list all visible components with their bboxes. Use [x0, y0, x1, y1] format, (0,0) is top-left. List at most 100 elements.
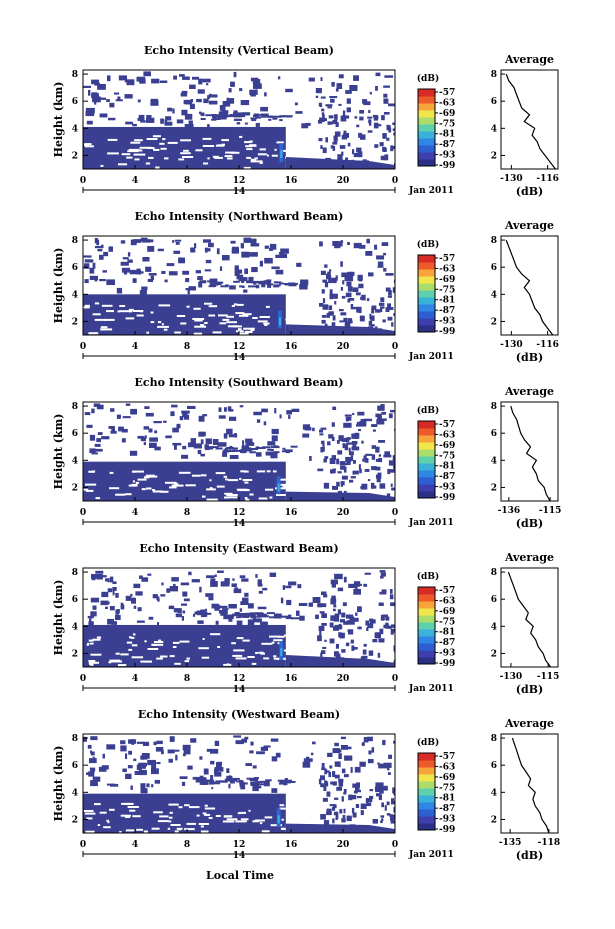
echo-speckle	[219, 605, 228, 609]
echo-gap	[186, 822, 196, 825]
echo-mid-band	[227, 614, 233, 617]
echo-speckle	[271, 788, 278, 793]
echo-gap	[260, 652, 265, 655]
echo-speckle	[99, 97, 107, 100]
echo-plume	[387, 316, 393, 321]
echo-plume	[347, 495, 353, 501]
colorbar-tick-label: -69	[439, 773, 455, 783]
echo-speckle	[184, 113, 193, 120]
colorbar-frame	[417, 254, 436, 333]
echo-speckle	[354, 432, 360, 439]
echo-gap	[228, 479, 239, 482]
colorbar-swatch	[418, 484, 435, 492]
echo-gap	[126, 156, 133, 159]
echo-speckle	[254, 777, 259, 780]
echo-plume	[345, 157, 349, 163]
echo-speckle	[294, 102, 298, 106]
colorbar-unit: (dB)	[417, 571, 439, 582]
x-tick-label: 16	[285, 508, 298, 518]
echo-speckle	[319, 241, 323, 247]
echo-gap	[208, 817, 213, 819]
echo-mid-band	[284, 449, 293, 452]
echo-plume	[365, 620, 370, 626]
echo-speckle	[182, 744, 191, 751]
echo-plume	[340, 312, 347, 316]
echo-gap	[151, 827, 160, 830]
echo-plume	[325, 769, 328, 773]
echo-speckle	[149, 442, 157, 448]
echo-gap	[283, 649, 296, 652]
x-tick-label: 8	[184, 840, 190, 850]
echo-speckle	[338, 762, 341, 768]
echo-speckle	[392, 787, 395, 794]
echo-gap	[223, 815, 232, 818]
echo-gap	[259, 822, 263, 825]
echo-plume	[348, 794, 353, 801]
date-label: Jan 2011	[408, 518, 454, 528]
echo-mid-band	[260, 114, 269, 117]
echo-speckle	[87, 744, 92, 749]
echo-gap	[94, 302, 100, 305]
echo-plume	[332, 119, 338, 125]
echo-speckle	[107, 75, 111, 82]
echo-plume	[369, 619, 376, 624]
echo-plume	[357, 626, 362, 630]
echo-gap	[202, 495, 206, 498]
echo-gap	[128, 648, 133, 651]
echo-plume	[342, 462, 348, 466]
echo-speckle	[262, 587, 268, 591]
echo-speckle	[185, 99, 193, 105]
echo-plume	[342, 110, 346, 116]
echo-plume	[340, 632, 345, 636]
echo-gap	[266, 470, 271, 473]
echo-plume	[357, 331, 362, 335]
echo-plume	[347, 286, 353, 292]
echo-gap	[131, 644, 138, 647]
colorbar-tick-label: -87	[439, 472, 455, 482]
colorbar-swatch	[418, 594, 435, 602]
echo-speckle	[376, 255, 385, 260]
echo-speckle	[214, 771, 222, 777]
echo-gap	[85, 483, 97, 486]
echo-speckle	[261, 283, 266, 288]
echo-speckle	[271, 756, 278, 762]
echo-plume	[324, 323, 328, 328]
echo-plume	[345, 292, 352, 298]
echo-plume	[339, 320, 344, 323]
colorbar-swatch	[418, 311, 435, 319]
echo-gap	[198, 647, 209, 650]
echo-speckle	[109, 606, 115, 611]
echo-plume	[332, 781, 337, 786]
echo-plume	[371, 307, 375, 314]
echo-gap	[192, 318, 205, 320]
echo-plume	[350, 455, 354, 461]
echo-speckle	[125, 773, 132, 780]
echo-gap	[218, 314, 228, 317]
echo-speckle	[312, 427, 315, 432]
echo-speckle	[203, 98, 209, 104]
average-y-tick-label: 2	[491, 815, 497, 825]
echo-speckle	[146, 783, 150, 788]
echo-speckle	[84, 412, 91, 416]
echo-speckle	[319, 433, 324, 436]
echo-speckle	[255, 284, 260, 289]
echo-speckle	[147, 759, 156, 766]
echo-speckle	[344, 275, 354, 282]
echo-speckle	[250, 238, 257, 245]
echo-gap	[248, 809, 251, 812]
average-x-tick-label: -135	[499, 838, 522, 848]
echo-speckle	[172, 427, 179, 433]
average-profile-line	[507, 571, 552, 668]
echo-speckle	[359, 244, 366, 249]
echo-speckle	[365, 453, 373, 456]
echo-plume	[329, 289, 333, 294]
average-y-tick-label: 6	[491, 761, 497, 771]
echo-field	[83, 570, 395, 667]
colorbar-tick-label: -57	[439, 88, 455, 98]
echo-speckle	[210, 578, 216, 582]
x-tick-label: 16	[285, 840, 298, 850]
echo-plume	[318, 102, 322, 107]
echo-gap	[169, 811, 173, 814]
echo-gap	[247, 656, 255, 658]
echo-gap	[208, 305, 218, 308]
